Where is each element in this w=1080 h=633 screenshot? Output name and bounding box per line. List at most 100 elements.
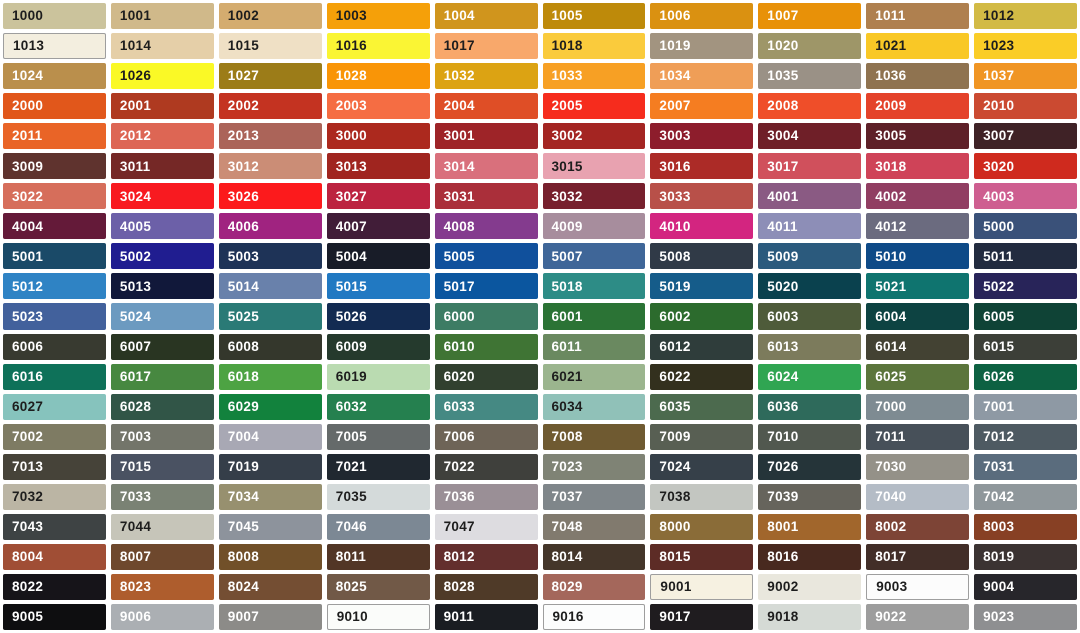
swatch-9006[interactable]: 9006 xyxy=(110,603,214,630)
swatch-2008[interactable]: 2008 xyxy=(758,93,862,120)
swatch-8022[interactable]: 8022 xyxy=(3,573,106,600)
swatch-6020[interactable]: 6020 xyxy=(434,363,538,390)
swatch-5019[interactable]: 5019 xyxy=(650,273,754,300)
swatch-6021[interactable]: 6021 xyxy=(542,363,646,390)
swatch-6035[interactable]: 6035 xyxy=(650,393,754,420)
swatch-3005[interactable]: 3005 xyxy=(866,123,970,150)
swatch-5012[interactable]: 5012 xyxy=(3,273,106,300)
swatch-7009[interactable]: 7009 xyxy=(650,423,754,450)
swatch-1027[interactable]: 1027 xyxy=(218,63,322,90)
swatch-8029[interactable]: 8029 xyxy=(542,573,646,600)
swatch-5014[interactable]: 5014 xyxy=(218,273,322,300)
swatch-3004[interactable]: 3004 xyxy=(758,123,862,150)
swatch-1036[interactable]: 1036 xyxy=(866,63,970,90)
swatch-3003[interactable]: 3003 xyxy=(650,123,754,150)
swatch-8011[interactable]: 8011 xyxy=(326,543,430,570)
swatch-5007[interactable]: 5007 xyxy=(542,243,646,270)
swatch-7004[interactable]: 7004 xyxy=(218,423,322,450)
swatch-5002[interactable]: 5002 xyxy=(110,243,214,270)
swatch-5001[interactable]: 5001 xyxy=(3,243,106,270)
swatch-7002[interactable]: 7002 xyxy=(3,423,106,450)
swatch-7023[interactable]: 7023 xyxy=(542,453,646,480)
swatch-7036[interactable]: 7036 xyxy=(434,483,538,510)
swatch-6034[interactable]: 6034 xyxy=(542,393,646,420)
swatch-3026[interactable]: 3026 xyxy=(218,183,322,210)
swatch-5008[interactable]: 5008 xyxy=(650,243,754,270)
swatch-1011[interactable]: 1011 xyxy=(866,3,970,30)
swatch-6032[interactable]: 6032 xyxy=(326,393,430,420)
swatch-5009[interactable]: 5009 xyxy=(758,243,862,270)
swatch-8001[interactable]: 8001 xyxy=(758,513,862,540)
swatch-5022[interactable]: 5022 xyxy=(974,273,1077,300)
swatch-1033[interactable]: 1033 xyxy=(542,63,646,90)
swatch-5005[interactable]: 5005 xyxy=(434,243,538,270)
swatch-3001[interactable]: 3001 xyxy=(434,123,538,150)
swatch-4007[interactable]: 4007 xyxy=(326,213,430,240)
swatch-8028[interactable]: 8028 xyxy=(434,573,538,600)
swatch-7026[interactable]: 7026 xyxy=(758,453,862,480)
swatch-1024[interactable]: 1024 xyxy=(3,63,106,90)
swatch-7037[interactable]: 7037 xyxy=(542,483,646,510)
swatch-5024[interactable]: 5024 xyxy=(110,303,214,330)
swatch-9022[interactable]: 9022 xyxy=(866,603,970,630)
swatch-3007[interactable]: 3007 xyxy=(974,123,1077,150)
swatch-7039[interactable]: 7039 xyxy=(758,483,862,510)
swatch-1000[interactable]: 1000 xyxy=(3,3,106,30)
swatch-6005[interactable]: 6005 xyxy=(974,303,1077,330)
swatch-6009[interactable]: 6009 xyxy=(326,333,430,360)
swatch-5017[interactable]: 5017 xyxy=(434,273,538,300)
swatch-2013[interactable]: 2013 xyxy=(218,123,322,150)
swatch-7000[interactable]: 7000 xyxy=(866,393,970,420)
swatch-1007[interactable]: 1007 xyxy=(758,3,862,30)
swatch-6010[interactable]: 6010 xyxy=(434,333,538,360)
swatch-2004[interactable]: 2004 xyxy=(434,93,538,120)
swatch-3020[interactable]: 3020 xyxy=(974,153,1077,180)
swatch-8004[interactable]: 8004 xyxy=(3,543,106,570)
swatch-1026[interactable]: 1026 xyxy=(110,63,214,90)
swatch-7046[interactable]: 7046 xyxy=(326,513,430,540)
swatch-4006[interactable]: 4006 xyxy=(218,213,322,240)
swatch-5000[interactable]: 5000 xyxy=(974,213,1077,240)
swatch-7021[interactable]: 7021 xyxy=(326,453,430,480)
swatch-7032[interactable]: 7032 xyxy=(3,483,106,510)
swatch-3018[interactable]: 3018 xyxy=(866,153,970,180)
swatch-2012[interactable]: 2012 xyxy=(110,123,214,150)
swatch-9007[interactable]: 9007 xyxy=(218,603,322,630)
swatch-7034[interactable]: 7034 xyxy=(218,483,322,510)
swatch-3033[interactable]: 3033 xyxy=(650,183,754,210)
swatch-6017[interactable]: 6017 xyxy=(110,363,214,390)
swatch-7003[interactable]: 7003 xyxy=(110,423,214,450)
swatch-1001[interactable]: 1001 xyxy=(110,3,214,30)
swatch-4008[interactable]: 4008 xyxy=(434,213,538,240)
swatch-6027[interactable]: 6027 xyxy=(3,393,106,420)
swatch-3014[interactable]: 3014 xyxy=(434,153,538,180)
swatch-7031[interactable]: 7031 xyxy=(974,453,1077,480)
swatch-7038[interactable]: 7038 xyxy=(650,483,754,510)
swatch-2009[interactable]: 2009 xyxy=(866,93,970,120)
swatch-4005[interactable]: 4005 xyxy=(110,213,214,240)
swatch-9005[interactable]: 9005 xyxy=(3,603,106,630)
swatch-4003[interactable]: 4003 xyxy=(974,183,1077,210)
swatch-7024[interactable]: 7024 xyxy=(650,453,754,480)
swatch-6025[interactable]: 6025 xyxy=(866,363,970,390)
swatch-7008[interactable]: 7008 xyxy=(542,423,646,450)
swatch-3013[interactable]: 3013 xyxy=(326,153,430,180)
swatch-6008[interactable]: 6008 xyxy=(218,333,322,360)
swatch-6019[interactable]: 6019 xyxy=(326,363,430,390)
swatch-5025[interactable]: 5025 xyxy=(218,303,322,330)
swatch-1006[interactable]: 1006 xyxy=(650,3,754,30)
swatch-1005[interactable]: 1005 xyxy=(542,3,646,30)
swatch-6028[interactable]: 6028 xyxy=(110,393,214,420)
swatch-5021[interactable]: 5021 xyxy=(866,273,970,300)
swatch-1035[interactable]: 1035 xyxy=(758,63,862,90)
swatch-1019[interactable]: 1019 xyxy=(650,33,754,60)
swatch-1028[interactable]: 1028 xyxy=(326,63,430,90)
swatch-1021[interactable]: 1021 xyxy=(866,33,970,60)
swatch-7011[interactable]: 7011 xyxy=(866,423,970,450)
swatch-5026[interactable]: 5026 xyxy=(326,303,430,330)
swatch-3012[interactable]: 3012 xyxy=(218,153,322,180)
swatch-2000[interactable]: 2000 xyxy=(3,93,106,120)
swatch-7044[interactable]: 7044 xyxy=(110,513,214,540)
swatch-7047[interactable]: 7047 xyxy=(434,513,538,540)
swatch-8017[interactable]: 8017 xyxy=(866,543,970,570)
